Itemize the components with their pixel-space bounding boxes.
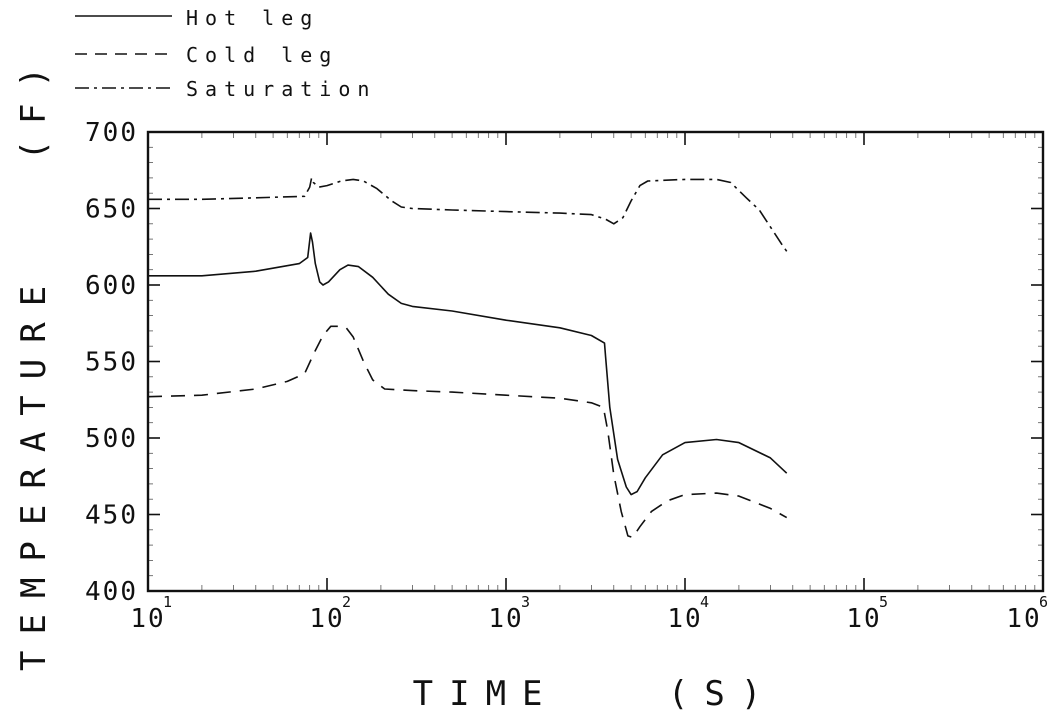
x-tick-label: 10: [846, 604, 881, 634]
x-tick-exponent: 6: [1039, 593, 1048, 611]
series-line-hot-leg: [148, 232, 788, 496]
legend-label-saturation: Saturation: [186, 77, 376, 101]
y-tick-label: 450: [85, 501, 138, 531]
legend-label-cold-leg: Cold leg: [186, 43, 338, 67]
series-lines: [147, 177, 788, 539]
y-tick-label: 400: [85, 577, 138, 607]
y-tick-label: 700: [85, 118, 138, 148]
legend: Hot leg Cold leg Saturation: [75, 6, 376, 101]
x-axis-title: TIME (S): [413, 674, 778, 714]
x-tick-label: 10: [488, 604, 523, 634]
x-tick-label: 10: [309, 604, 344, 634]
x-tick-exponent: 5: [879, 593, 888, 611]
y-tick-label: 550: [85, 348, 138, 378]
series-line-saturation: [148, 177, 788, 252]
legend-label-hot-leg: Hot leg: [186, 6, 319, 30]
major-ticks: [147, 131, 1044, 592]
x-tick-exponent: 1: [163, 593, 172, 611]
x-tick-exponent: 3: [521, 593, 530, 611]
y-tick-label: 500: [85, 424, 138, 454]
y-tick-labels: 400 450 500 550 600 650 700: [85, 118, 138, 607]
x-tick-label: 10: [130, 604, 165, 634]
minor-ticks: [148, 132, 1043, 591]
x-tick-exponent: 4: [700, 593, 709, 611]
y-axis-title: TEMPERATURE (F): [14, 51, 54, 671]
x-tick-label: 10: [1006, 604, 1041, 634]
y-tick-label: 650: [85, 195, 138, 225]
series-line-cold-leg: [147, 325, 788, 539]
y-tick-label: 600: [85, 271, 138, 301]
x-tick-exponent: 2: [342, 593, 351, 611]
x-tick-label: 10: [667, 604, 702, 634]
plot-frame: [146, 130, 1045, 593]
